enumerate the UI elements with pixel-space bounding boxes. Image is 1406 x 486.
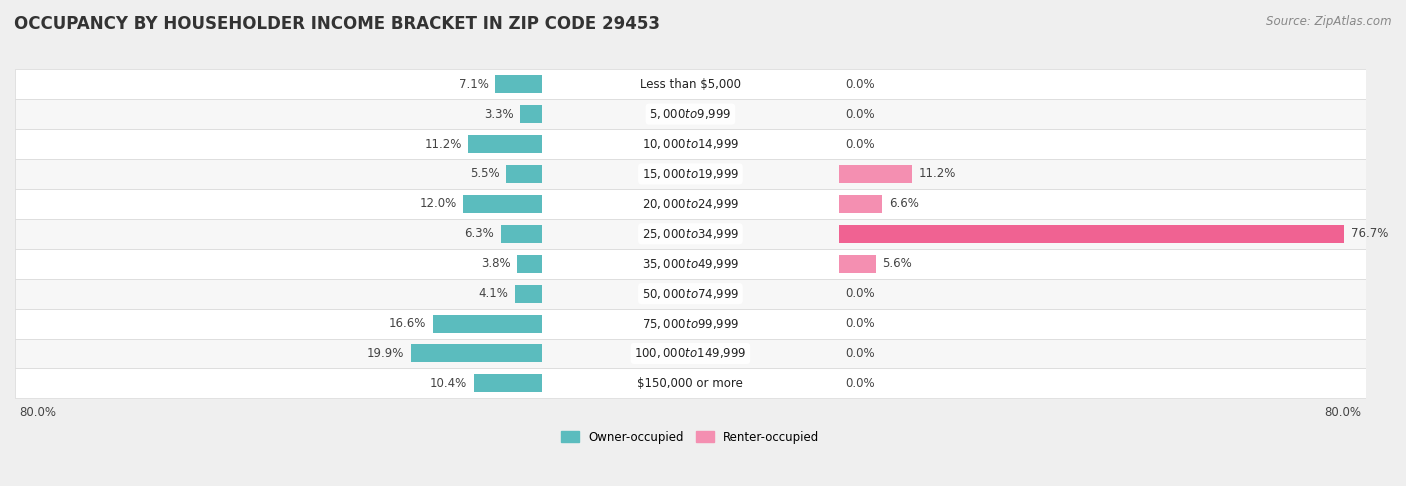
Bar	[506, 165, 543, 183]
Text: 0.0%: 0.0%	[845, 347, 875, 360]
FancyBboxPatch shape	[15, 309, 1365, 339]
Bar	[474, 374, 543, 392]
Bar	[520, 105, 543, 123]
FancyBboxPatch shape	[15, 368, 1365, 399]
Text: OCCUPANCY BY HOUSEHOLDER INCOME BRACKET IN ZIP CODE 29453: OCCUPANCY BY HOUSEHOLDER INCOME BRACKET …	[14, 15, 659, 33]
Text: 0.0%: 0.0%	[845, 287, 875, 300]
Bar	[468, 135, 543, 153]
Bar	[495, 75, 543, 93]
Text: 3.3%: 3.3%	[484, 107, 513, 121]
Bar	[501, 225, 543, 243]
Bar	[463, 195, 543, 213]
Text: $20,000 to $24,999: $20,000 to $24,999	[641, 197, 740, 211]
Text: 0.0%: 0.0%	[845, 78, 875, 91]
FancyBboxPatch shape	[15, 189, 1365, 219]
Text: $50,000 to $74,999: $50,000 to $74,999	[641, 287, 740, 301]
Text: $75,000 to $99,999: $75,000 to $99,999	[641, 316, 740, 330]
Text: 3.8%: 3.8%	[481, 257, 510, 270]
Text: $25,000 to $34,999: $25,000 to $34,999	[641, 227, 740, 241]
Text: $35,000 to $49,999: $35,000 to $49,999	[641, 257, 740, 271]
Bar	[411, 345, 543, 363]
Bar	[839, 165, 912, 183]
Text: 6.3%: 6.3%	[464, 227, 494, 240]
Text: $15,000 to $19,999: $15,000 to $19,999	[641, 167, 740, 181]
FancyBboxPatch shape	[15, 159, 1365, 189]
FancyBboxPatch shape	[15, 249, 1365, 278]
Text: 11.2%: 11.2%	[920, 168, 956, 180]
Bar	[433, 314, 543, 332]
Text: Less than $5,000: Less than $5,000	[640, 78, 741, 91]
Text: 19.9%: 19.9%	[367, 347, 405, 360]
Text: $5,000 to $9,999: $5,000 to $9,999	[650, 107, 731, 121]
Bar	[517, 255, 543, 273]
Text: $150,000 or more: $150,000 or more	[637, 377, 744, 390]
Bar	[515, 285, 543, 303]
Text: 4.1%: 4.1%	[478, 287, 509, 300]
Bar	[839, 255, 876, 273]
Bar	[839, 225, 1344, 243]
Text: 5.6%: 5.6%	[882, 257, 912, 270]
FancyBboxPatch shape	[15, 129, 1365, 159]
FancyBboxPatch shape	[15, 69, 1365, 99]
Text: 80.0%: 80.0%	[1324, 406, 1362, 419]
Text: 16.6%: 16.6%	[389, 317, 426, 330]
FancyBboxPatch shape	[15, 278, 1365, 309]
Text: Source: ZipAtlas.com: Source: ZipAtlas.com	[1267, 15, 1392, 28]
Text: $100,000 to $149,999: $100,000 to $149,999	[634, 347, 747, 361]
Text: 76.7%: 76.7%	[1351, 227, 1388, 240]
Text: 6.6%: 6.6%	[889, 197, 918, 210]
Text: 7.1%: 7.1%	[458, 78, 489, 91]
Bar	[839, 195, 882, 213]
Text: 80.0%: 80.0%	[20, 406, 56, 419]
Text: 0.0%: 0.0%	[845, 138, 875, 151]
Text: 10.4%: 10.4%	[430, 377, 467, 390]
Text: 0.0%: 0.0%	[845, 377, 875, 390]
Text: 0.0%: 0.0%	[845, 317, 875, 330]
Text: $10,000 to $14,999: $10,000 to $14,999	[641, 137, 740, 151]
FancyBboxPatch shape	[15, 339, 1365, 368]
FancyBboxPatch shape	[15, 219, 1365, 249]
FancyBboxPatch shape	[15, 99, 1365, 129]
Text: 0.0%: 0.0%	[845, 107, 875, 121]
Text: 11.2%: 11.2%	[425, 138, 461, 151]
Text: 5.5%: 5.5%	[470, 168, 499, 180]
Text: 12.0%: 12.0%	[419, 197, 457, 210]
Legend: Owner-occupied, Renter-occupied: Owner-occupied, Renter-occupied	[557, 426, 824, 449]
